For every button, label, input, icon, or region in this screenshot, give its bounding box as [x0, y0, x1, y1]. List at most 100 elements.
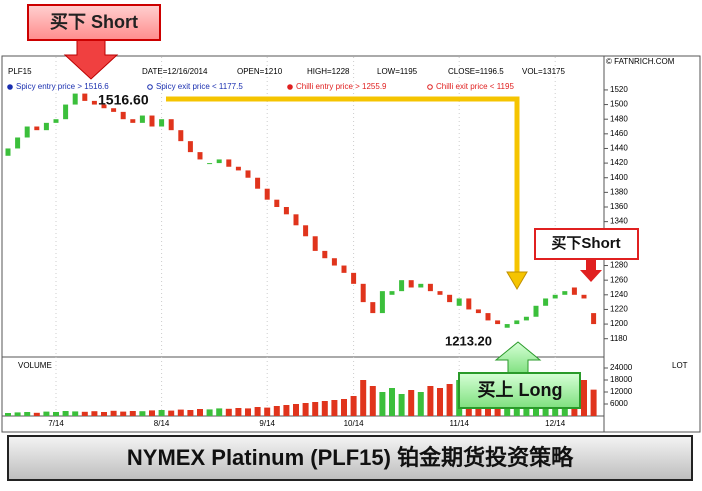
volume-bar — [427, 386, 434, 416]
y-tick-label: 1400 — [610, 173, 628, 182]
volume-bar — [331, 400, 338, 416]
candle — [178, 130, 184, 142]
x-tick-label: 9/14 — [259, 419, 275, 428]
candle — [226, 159, 232, 167]
volume-bar — [437, 388, 443, 416]
volume-bar — [43, 411, 50, 416]
legend-marker — [7, 84, 13, 90]
volume-bar — [293, 404, 299, 416]
candle — [15, 137, 21, 149]
volume-tick-label: 24000 — [610, 363, 633, 372]
volume-bar — [235, 408, 242, 416]
x-tick-label: 11/14 — [449, 419, 469, 428]
candle — [514, 320, 520, 325]
legend: Spicy entry price > 1516.6 Spicy exit pri… — [7, 82, 514, 91]
candle — [475, 309, 481, 314]
source: © FATNRICH.COM — [606, 57, 675, 66]
short-right-arrow — [580, 260, 602, 282]
candle — [341, 265, 347, 273]
candle — [389, 291, 395, 295]
y-tick-label: 1520 — [610, 85, 628, 94]
volume-bar — [398, 394, 405, 416]
volume-bar — [24, 412, 31, 416]
volume-bar — [581, 380, 587, 416]
candle — [523, 316, 529, 321]
long-label: 买上 Long — [478, 380, 563, 400]
candle — [139, 115, 145, 123]
trend-arrowhead — [506, 271, 528, 290]
volume: VOL=13175 — [522, 67, 565, 76]
candle — [581, 294, 587, 299]
volume-bar — [149, 410, 155, 416]
candle — [552, 294, 558, 299]
low-price: 1213.20 — [445, 333, 492, 348]
volume-bar — [129, 411, 136, 416]
candle — [24, 126, 30, 138]
legend-marker — [427, 84, 433, 90]
candle — [63, 104, 69, 120]
candle — [111, 108, 117, 112]
candle — [82, 93, 88, 101]
y-tick-label: 1280 — [610, 261, 628, 270]
volume-bar — [408, 390, 415, 416]
volume-bar — [33, 412, 40, 416]
candle — [187, 141, 193, 153]
title-banner — [7, 435, 693, 481]
candle — [495, 320, 501, 325]
legend-label: Spicy entry price > 1516.6 — [16, 82, 109, 91]
candle — [235, 166, 241, 171]
volume-bar — [225, 408, 232, 416]
y-tick-label: 1380 — [610, 187, 628, 196]
x-tick-label: 7/14 — [48, 419, 64, 428]
volume-tick-label: 12000 — [610, 387, 633, 396]
volume-tick-label: 6000 — [610, 399, 628, 408]
candle — [5, 148, 11, 156]
candle — [533, 305, 539, 317]
legend-label: Chilli exit price < 1195 — [436, 82, 514, 91]
y-tick-label: 1500 — [610, 100, 628, 109]
candle — [312, 236, 318, 251]
candle — [331, 258, 337, 266]
volume-bar — [379, 392, 386, 416]
volume-bar — [110, 410, 117, 416]
volume-bar — [264, 407, 271, 416]
volume-unit: LOT — [672, 361, 688, 370]
candle — [120, 111, 126, 120]
volume-bar — [302, 403, 309, 416]
candle — [168, 119, 174, 131]
chart-title: NYMEX Platinum (PLF15) 铂金期货投资策略 — [127, 445, 574, 470]
candle — [283, 207, 289, 215]
candle — [53, 119, 59, 123]
short-right-label: 买下Short — [551, 235, 620, 252]
symbol: PLF15 — [8, 67, 32, 76]
candle — [322, 250, 328, 259]
volume-bar — [158, 410, 165, 416]
candle — [130, 119, 136, 123]
candle — [562, 291, 568, 295]
candle — [293, 214, 299, 226]
volume-bar — [177, 409, 184, 416]
volume-bar — [139, 411, 146, 416]
volume-bar — [312, 402, 319, 416]
volume-bar — [53, 412, 59, 416]
candle — [197, 152, 203, 160]
candle — [447, 294, 453, 303]
candle — [274, 199, 280, 207]
y-tick-label: 1360 — [610, 202, 628, 211]
volume-bar — [91, 411, 98, 416]
candle — [485, 313, 491, 321]
y-tick-label: 1420 — [610, 158, 628, 167]
y-tick-label: 1180 — [610, 334, 628, 343]
volume-bar — [389, 388, 395, 416]
volume-bar — [360, 380, 367, 416]
low: LOW=1195 — [377, 67, 418, 76]
close: CLOSE=1196.5 — [448, 67, 504, 76]
candle — [399, 280, 405, 292]
candle — [351, 272, 357, 284]
volume-bar — [321, 401, 328, 416]
candle — [466, 298, 472, 310]
legend-marker — [287, 84, 293, 90]
candle — [379, 291, 385, 314]
volume-tick-label: 18000 — [610, 375, 633, 384]
